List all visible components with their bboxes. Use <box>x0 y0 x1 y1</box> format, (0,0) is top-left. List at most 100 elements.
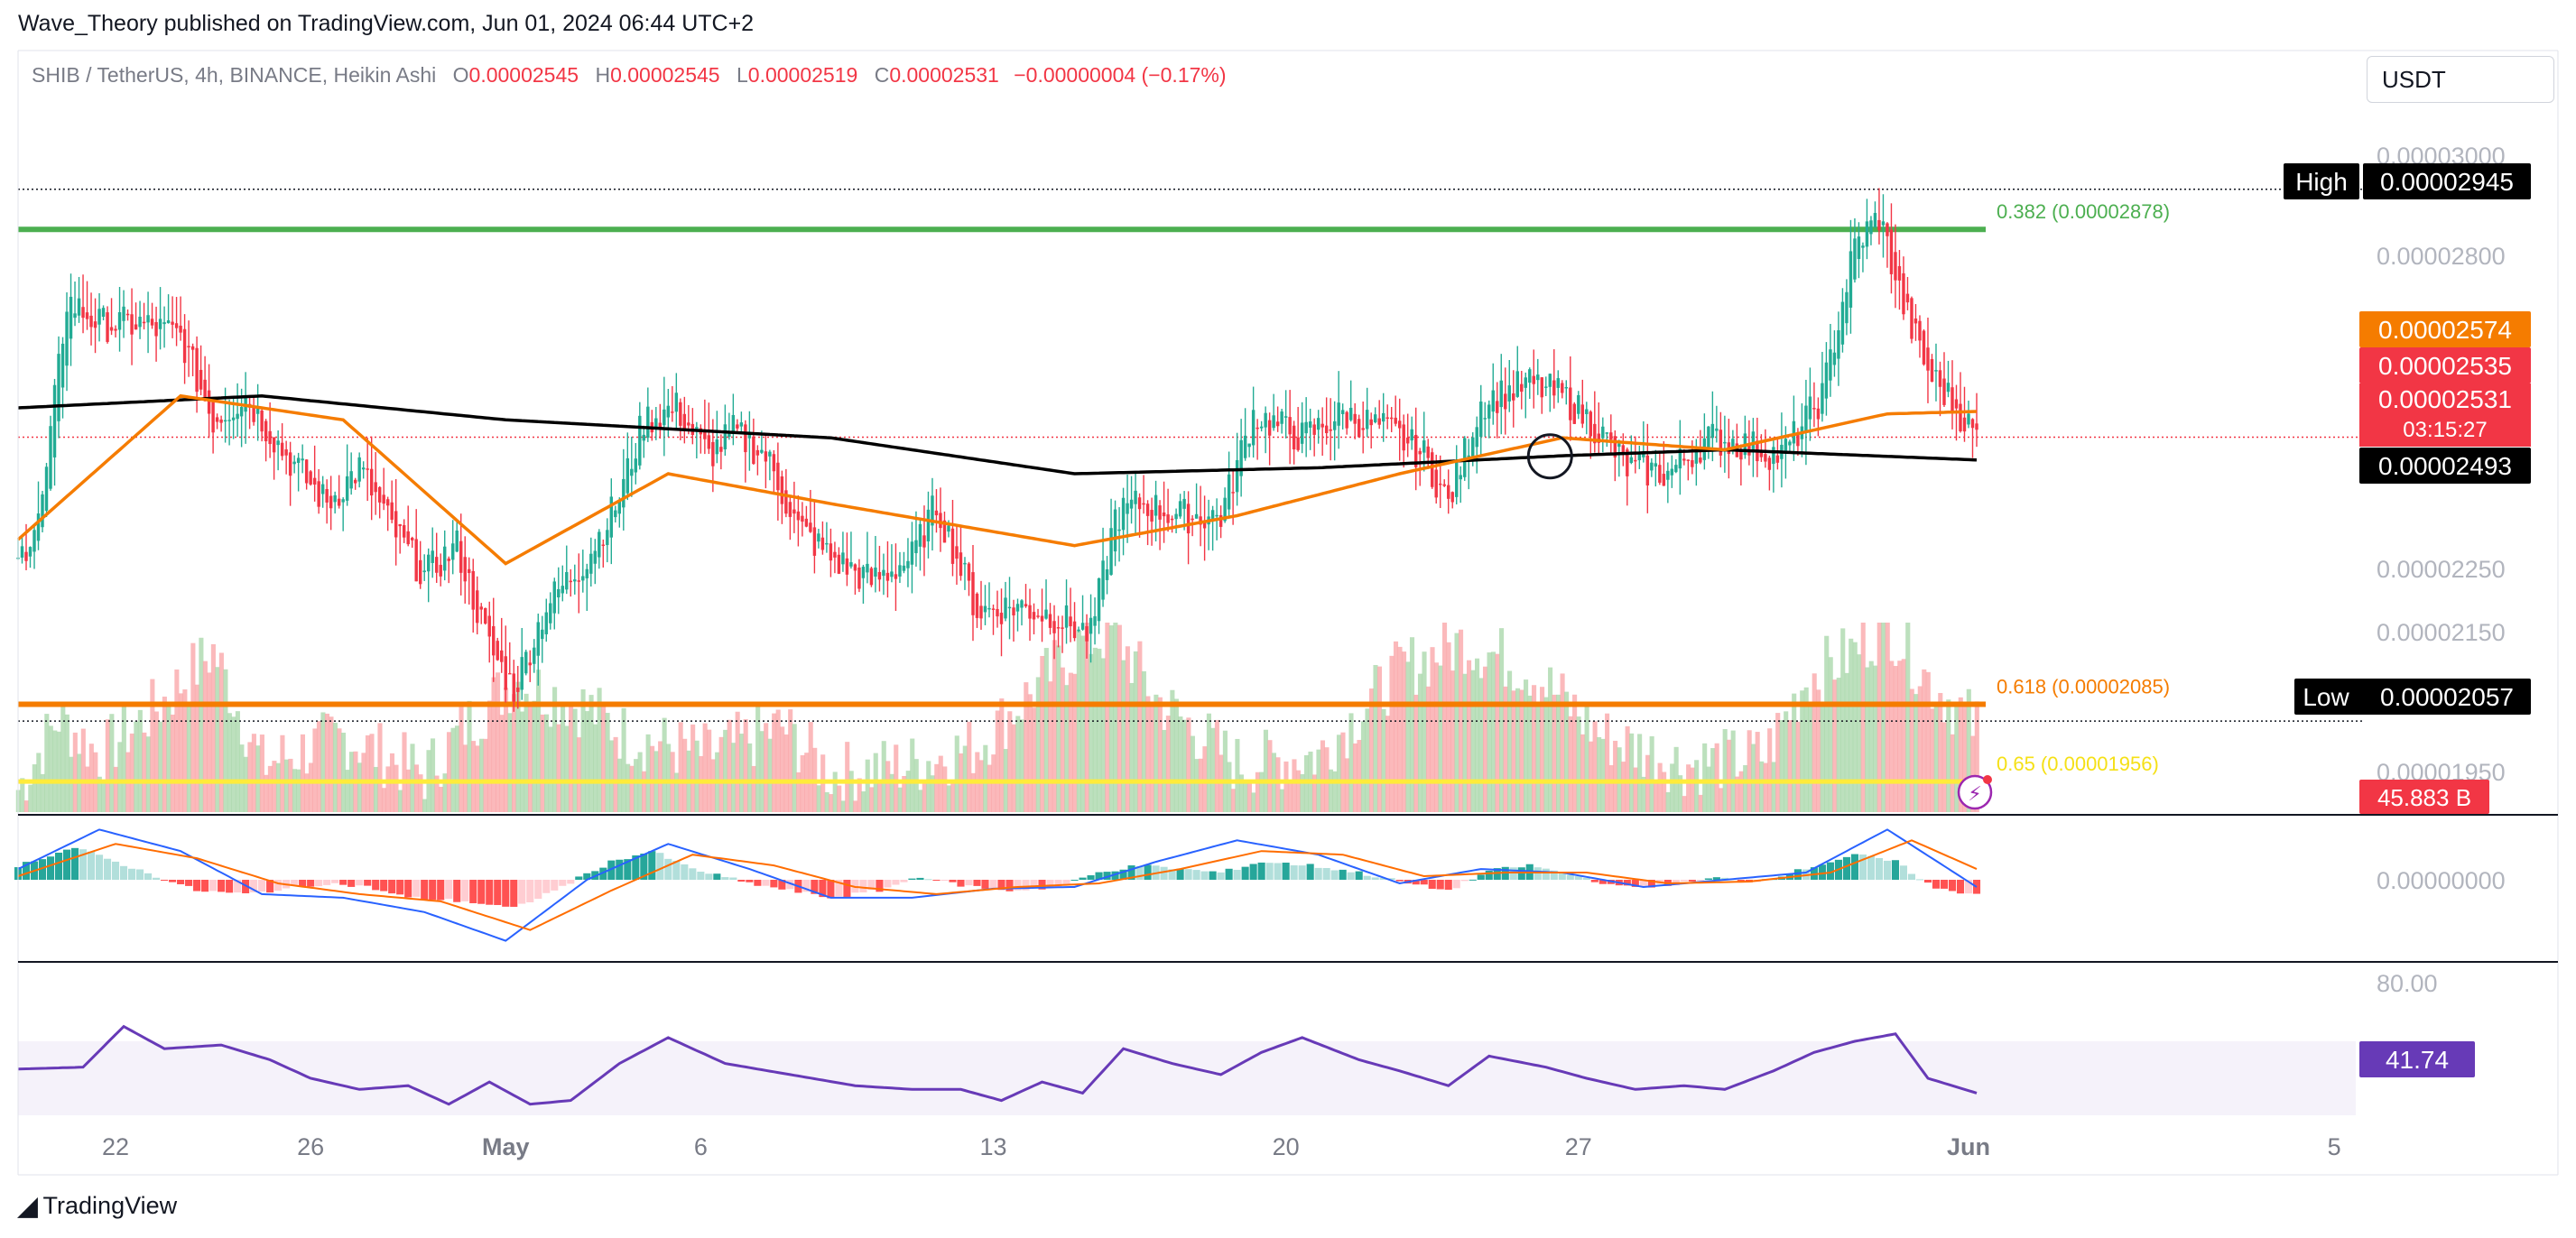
macd-histogram-bar <box>1590 880 1598 882</box>
candle-body <box>650 421 654 433</box>
tradingview-logo[interactable]: ◢ TradingView <box>18 1191 177 1221</box>
price-panel: 0.382 (0.00002878) 0.618 (0.00002085) 0.65… <box>15 188 2365 812</box>
volume-bar <box>1617 747 1622 812</box>
candle-body <box>1097 577 1101 622</box>
candle-body <box>369 468 374 496</box>
volume-bar <box>64 714 69 812</box>
candle-body <box>837 554 841 574</box>
macd-histogram-bar <box>1127 865 1135 880</box>
candle-body <box>776 462 780 491</box>
candle-body <box>1829 349 1832 381</box>
macd-histogram-bar <box>1517 867 1525 880</box>
candle-body <box>1902 273 1905 315</box>
candle-body <box>764 451 768 462</box>
macd-histogram-bar <box>656 853 664 880</box>
candle-body <box>544 612 548 634</box>
macd-histogram-bar <box>1339 869 1347 880</box>
candle-body <box>471 570 475 610</box>
candle-body <box>1020 600 1024 608</box>
candle-body <box>1739 450 1743 460</box>
volume-bar <box>1641 776 1646 812</box>
volume-bar <box>1795 721 1801 812</box>
volume-bar <box>1629 733 1635 812</box>
candle-body <box>1442 484 1446 486</box>
volume-bar <box>182 689 188 812</box>
volume-bar <box>467 700 472 812</box>
volume-bar <box>1324 747 1330 812</box>
candle-body <box>1275 421 1280 427</box>
candle-body <box>1109 528 1113 575</box>
candle-body <box>154 321 158 337</box>
ema-slow-price-tag-bg <box>2359 448 2531 484</box>
candle-body <box>947 525 950 532</box>
volume-bar <box>56 731 61 812</box>
volume-bar <box>764 723 769 812</box>
volume-bar <box>751 765 756 812</box>
candle-body <box>1308 421 1312 428</box>
candle-body <box>1145 504 1150 516</box>
volume-bar <box>865 759 870 812</box>
x-axis-tick: 20 <box>1273 1133 1300 1160</box>
volume-bar <box>1145 696 1151 812</box>
volume-bar <box>142 732 147 812</box>
volume-bar <box>1673 746 1679 812</box>
macd-histogram-bar <box>1184 869 1192 880</box>
macd-histogram-bar <box>1948 880 1957 892</box>
volume-bar <box>1670 763 1675 812</box>
volume-bar <box>239 744 245 812</box>
volume-bar <box>1503 686 1508 812</box>
macd-histogram-bar <box>111 861 120 880</box>
macd-histogram-bar <box>1566 874 1574 880</box>
macd-histogram-bar <box>1103 872 1111 880</box>
candle-body <box>49 426 52 489</box>
macd-histogram-bar <box>762 880 770 886</box>
alert-dot <box>1983 775 1992 784</box>
candle-body <box>443 546 447 571</box>
volume-value-tag: 45.883 B <box>2377 784 2471 811</box>
volume-bar <box>804 753 810 812</box>
volume-bar <box>1917 686 1923 812</box>
volume-bar <box>101 781 107 812</box>
candle-body <box>1056 627 1061 629</box>
macd-histogram-bar <box>445 880 453 900</box>
volume-bar <box>1735 776 1740 812</box>
volume-bar <box>1560 673 1565 812</box>
volume-bar <box>308 762 314 812</box>
volume-bar <box>1665 791 1671 812</box>
macd-histogram-bar <box>1420 880 1428 885</box>
volume-bar <box>585 711 590 812</box>
candle-body <box>1662 474 1666 486</box>
candle-body <box>549 603 552 624</box>
candle-body <box>244 396 247 412</box>
volume-bar <box>1235 738 1240 812</box>
currency-selector[interactable]: USDT <box>2367 56 2554 103</box>
candle-body <box>1938 370 1942 387</box>
macd-histogram-bar <box>315 880 323 887</box>
macd-histogram-bar <box>859 880 867 893</box>
candle-body <box>1414 434 1418 467</box>
volume-bar <box>540 714 545 812</box>
candle-body <box>1304 421 1308 434</box>
candle-body <box>1418 450 1422 455</box>
close-label: C <box>874 63 890 87</box>
candle-body <box>1504 393 1507 410</box>
volume-bar <box>1812 673 1817 812</box>
candle-body <box>1231 492 1235 494</box>
candle-body <box>1715 428 1719 431</box>
macd-histogram-bar <box>1550 870 1558 880</box>
macd-histogram-bar <box>681 864 689 880</box>
volume-bar <box>869 787 875 812</box>
macd-histogram <box>14 847 1981 907</box>
volume-bar <box>1108 625 1114 812</box>
volume-bar <box>1035 677 1041 812</box>
candle-body <box>231 417 236 420</box>
volume-bar <box>987 764 992 812</box>
volume-bar <box>162 697 167 812</box>
macd-histogram-bar <box>1014 880 1022 891</box>
candle-body <box>479 606 483 610</box>
candle-body <box>1951 387 1954 411</box>
macd-histogram-bar <box>835 880 843 897</box>
candle-body <box>715 439 719 455</box>
volume-bar <box>1792 693 1797 812</box>
